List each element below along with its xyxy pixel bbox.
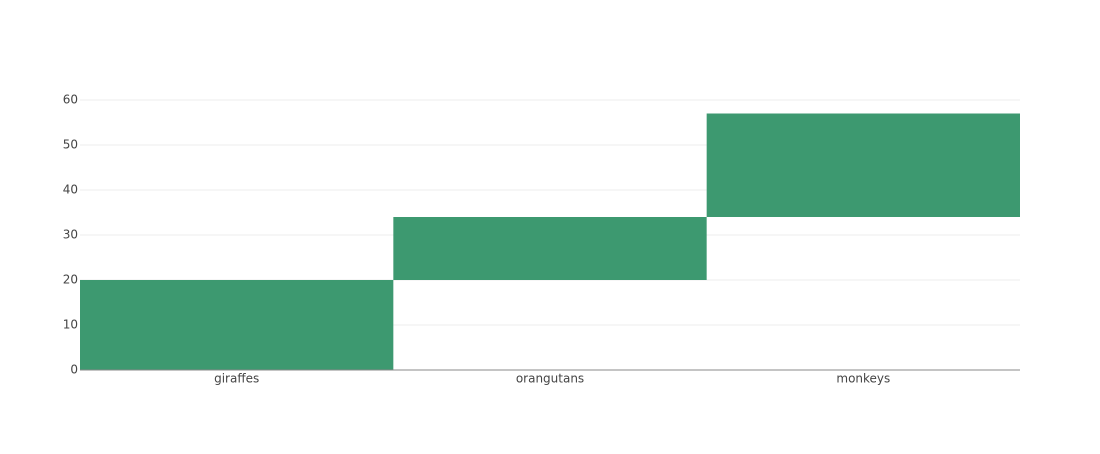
- y-tick-label: 0: [70, 363, 78, 377]
- x-tick-label: orangutans: [516, 372, 584, 386]
- bar: [706, 113, 1020, 217]
- y-tick-label: 10: [63, 318, 78, 332]
- y-tick-label: 50: [63, 138, 78, 152]
- x-tick-label: monkeys: [836, 372, 890, 386]
- y-tick-label: 20: [63, 273, 78, 287]
- bar: [80, 280, 394, 370]
- x-tick-label: giraffes: [214, 372, 259, 386]
- y-tick-label: 40: [63, 183, 78, 197]
- y-tick-label: 60: [63, 93, 78, 107]
- bar: [393, 217, 707, 280]
- y-tick-label: 30: [63, 228, 78, 242]
